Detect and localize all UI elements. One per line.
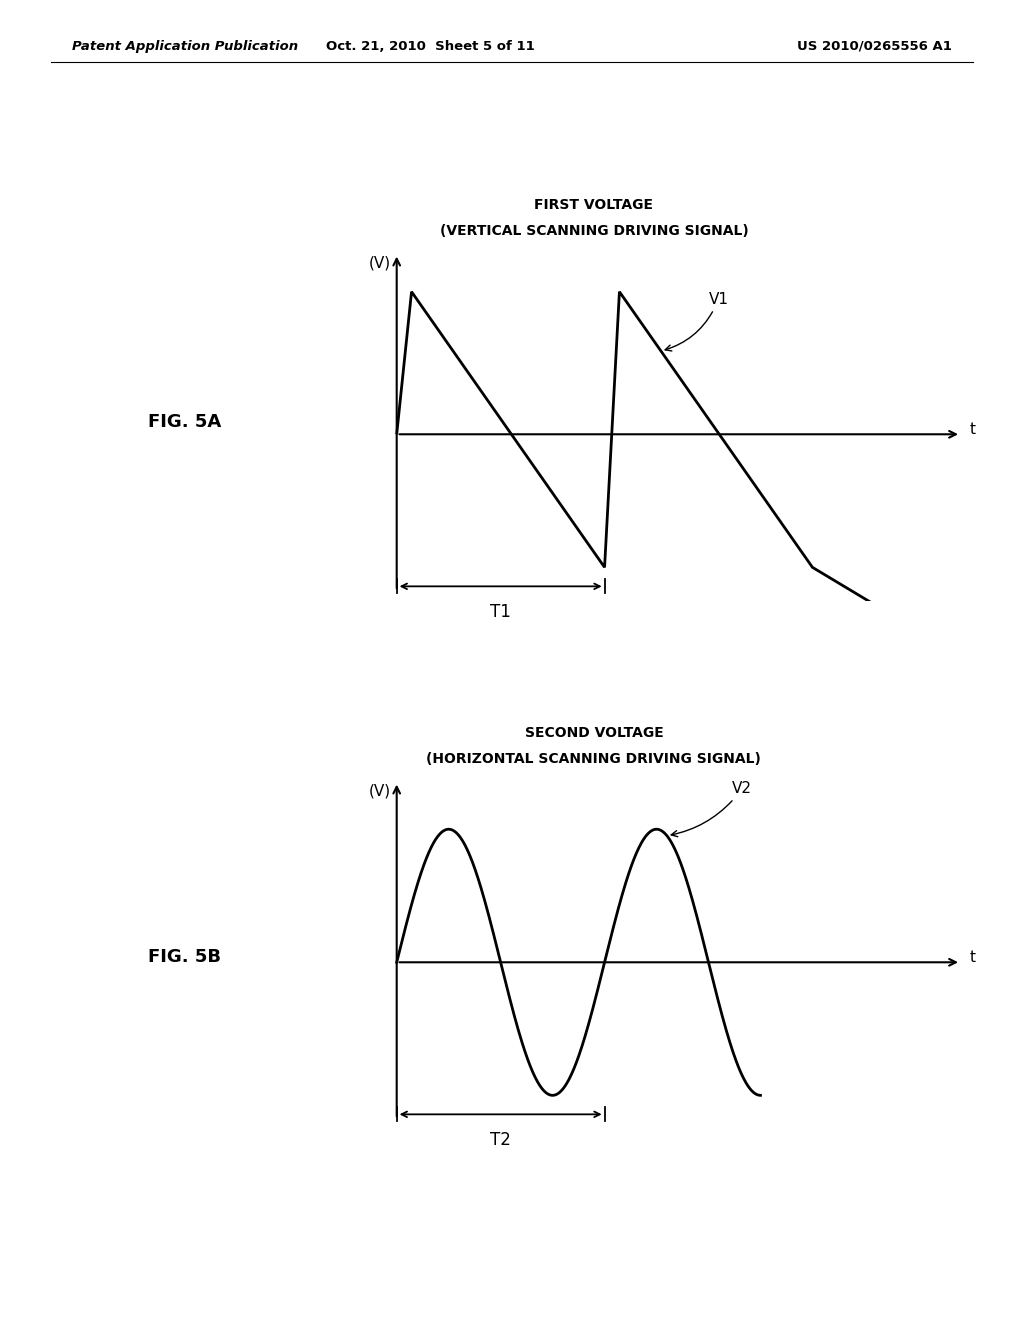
Text: (VERTICAL SCANNING DRIVING SIGNAL): (VERTICAL SCANNING DRIVING SIGNAL) <box>439 224 749 238</box>
Text: FIRST VOLTAGE: FIRST VOLTAGE <box>535 198 653 211</box>
Text: (V): (V) <box>369 784 391 799</box>
Text: Oct. 21, 2010  Sheet 5 of 11: Oct. 21, 2010 Sheet 5 of 11 <box>326 40 535 53</box>
Text: t: t <box>970 950 976 965</box>
Text: V1: V1 <box>666 292 728 351</box>
Text: US 2010/0265556 A1: US 2010/0265556 A1 <box>798 40 952 53</box>
Text: FIG. 5B: FIG. 5B <box>147 948 221 966</box>
Text: SECOND VOLTAGE: SECOND VOLTAGE <box>524 726 664 739</box>
Text: FIG. 5A: FIG. 5A <box>147 413 221 432</box>
Text: V2: V2 <box>671 781 753 837</box>
Text: t: t <box>970 422 976 437</box>
Text: T2: T2 <box>490 1131 511 1148</box>
Text: T1: T1 <box>490 603 511 620</box>
Text: (HORIZONTAL SCANNING DRIVING SIGNAL): (HORIZONTAL SCANNING DRIVING SIGNAL) <box>426 752 762 766</box>
Text: Patent Application Publication: Patent Application Publication <box>72 40 298 53</box>
Text: (V): (V) <box>369 256 391 271</box>
